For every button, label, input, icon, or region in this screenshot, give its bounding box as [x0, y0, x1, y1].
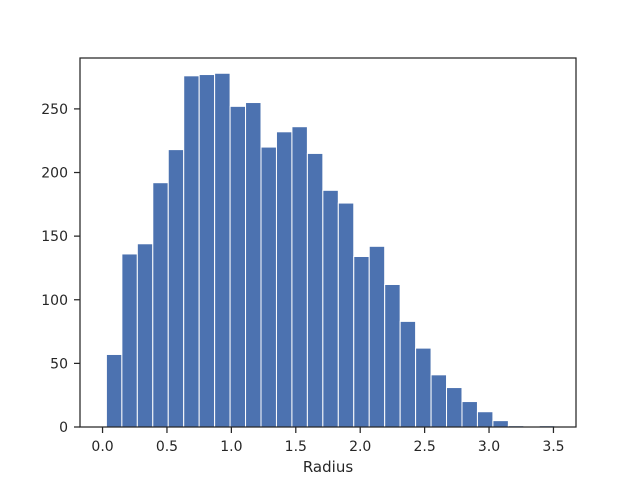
axes-frame: [79, 57, 577, 428]
x-tick-label: 0.5: [156, 439, 178, 455]
histogram-bar: [152, 182, 169, 428]
y-axis-ticks: 0 50 100 150 200 250: [41, 102, 80, 436]
histogram-bar: [461, 401, 478, 428]
x-tick-label: 3.0: [478, 439, 500, 455]
x-axis-label: Radius: [303, 458, 353, 476]
histogram-bar: [384, 283, 401, 428]
y-tick-label: 250: [41, 102, 68, 118]
histogram-bar: [353, 255, 370, 428]
x-tick-label: 2.5: [413, 439, 435, 455]
histogram-bar: [229, 105, 247, 428]
x-axis-ticks: 0.0 0.5 1.0 1.5 2.0 2.5 3.0 3.5: [91, 427, 565, 455]
histogram-bar: [121, 253, 138, 428]
histogram-bar: [430, 374, 448, 428]
histogram-bar: [260, 146, 277, 428]
x-tick-label: 1.5: [285, 439, 307, 455]
x-tick-label: 3.5: [542, 439, 564, 455]
histogram-bar: [476, 411, 494, 428]
histogram-bar: [306, 152, 324, 428]
x-tick-label: 2.0: [349, 439, 371, 455]
histogram-bar: [105, 353, 123, 428]
histogram-bar: [446, 387, 463, 428]
y-tick-label: 100: [41, 293, 68, 309]
histogram-bar: [368, 245, 386, 428]
x-tick-label: 1.0: [220, 439, 242, 455]
histogram-bars: [105, 72, 556, 428]
histogram-bar: [322, 189, 339, 428]
y-tick-label: 0: [59, 420, 68, 436]
histogram-bar: [337, 202, 355, 428]
histogram-bar: [399, 320, 417, 428]
histogram-bar: [183, 75, 200, 428]
histogram-bar: [275, 131, 293, 428]
x-tick-label: 0.0: [91, 439, 113, 455]
histogram-bar: [214, 72, 231, 428]
histogram-bar: [415, 347, 432, 428]
y-tick-label: 50: [50, 356, 68, 372]
histogram-bar: [167, 149, 185, 428]
histogram-bar: [291, 126, 308, 428]
y-tick-label: 200: [41, 166, 68, 182]
histogram-bar: [198, 74, 216, 428]
histogram-bar: [245, 102, 262, 428]
histogram-bar: [136, 243, 154, 428]
histogram-bar: [492, 420, 509, 428]
y-tick-label: 150: [41, 229, 68, 245]
